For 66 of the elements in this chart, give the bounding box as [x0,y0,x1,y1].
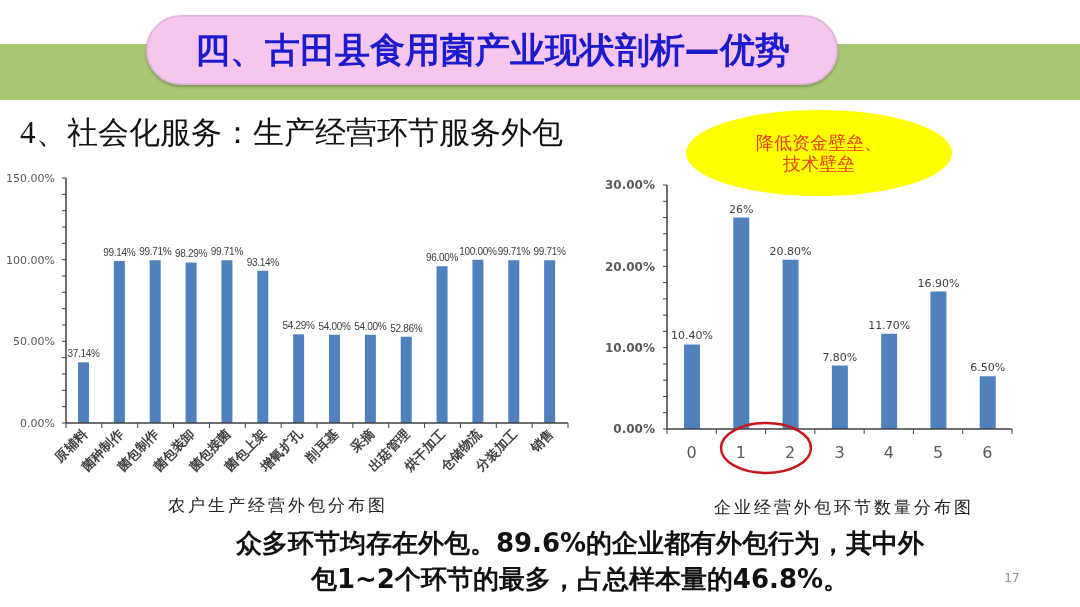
y-tick-label: 0.00% [20,416,55,430]
data-label: 10.40% [671,329,713,343]
data-label: 6.50% [970,361,1006,375]
bar [544,260,556,423]
data-label: 54.00% [354,320,387,332]
data-label: 96.00% [426,252,459,264]
data-label: 99.71% [497,246,531,258]
data-label: 99.14% [103,247,136,259]
bar [293,334,305,423]
x-tick-label: 0 [686,442,697,462]
bar [149,260,161,423]
y-tick-label: 150.00% [6,171,55,185]
data-label: 37.14% [67,348,100,360]
bar [185,262,197,423]
y-tick-label: 10.00% [605,340,655,355]
bar [78,362,89,423]
bar [831,365,848,429]
bar [364,334,376,423]
x-tick-label: 6 [982,442,993,462]
y-tick-label: 30.00% [605,178,655,193]
bar [979,376,996,429]
bar [782,259,799,429]
bar [508,260,520,423]
data-label: 7.80% [822,350,858,364]
data-label: 11.70% [868,318,911,332]
x-tick-label: 3 [834,442,845,462]
data-label: 52.86% [390,322,423,334]
bar [684,344,700,429]
data-label: 20.80% [769,244,812,258]
bar [257,270,269,423]
text: 农户生产经营外包分布图 [167,495,389,517]
text: 17 [1003,570,1021,586]
y-tick-label: 50.00% [13,335,55,349]
bar [436,266,448,423]
text: 4、社会化服务：生产经营环节服务外包 [20,114,564,152]
data-label: 93.14% [246,256,280,268]
text: 四、古田县食用菌产业现状剖析—优势 [193,29,791,71]
y-tick-label: 0.00% [613,422,655,437]
data-label: 54.00% [318,320,351,332]
bar [113,261,125,423]
bar [400,336,412,423]
x-tick-label: 4 [883,442,894,462]
bar [329,334,340,423]
x-tick-label: 1 [735,442,747,462]
data-label: 98.29% [175,248,208,260]
x-tick-label: 5 [932,442,944,462]
data-label: 16.90% [917,276,960,290]
data-label: 100.00% [459,245,498,257]
x-tick-label: 销售 [526,426,557,457]
text: 降低资金壁垒、技术壁垒 [755,132,883,174]
y-tick-label: 20.00% [605,259,655,274]
data-label: 99.71% [533,246,567,258]
text: 企业经营外包环节数量分布图 [713,497,975,519]
bar [221,260,233,423]
x-tick-label: 2 [785,442,796,462]
bar [881,333,898,429]
data-label: 99.71% [139,246,172,258]
text: 众多环节均存在外包。89.6%的企业都有外包行为，其中外包1~2个环节的最多，占总样本量的46.8%。 [234,527,926,596]
y-tick-label: 100.00% [6,253,55,267]
x-tick-label: 采摘 [347,426,377,457]
data-label: 99.71% [210,246,244,258]
data-label: 26% [729,202,754,216]
data-label: 54.29% [282,320,316,332]
bar [733,217,750,429]
bar [930,291,947,429]
bar [472,259,484,423]
